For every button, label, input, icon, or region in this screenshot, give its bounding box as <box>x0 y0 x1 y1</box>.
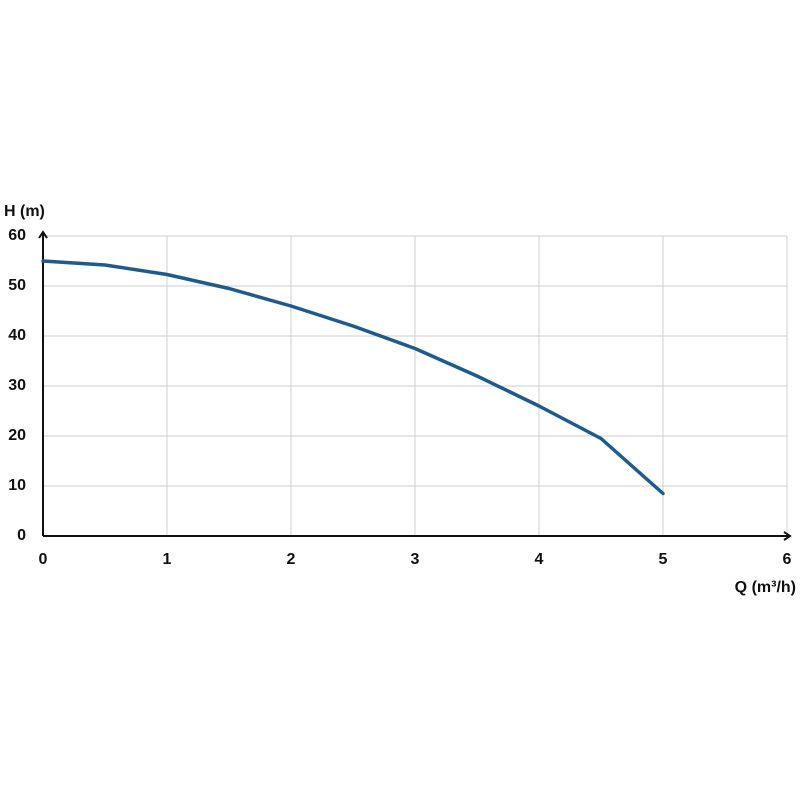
x-tick-label: 1 <box>163 551 172 568</box>
curve <box>41 259 665 496</box>
x-tick-label: 4 <box>535 551 544 568</box>
y-tick-label: 50 <box>8 277 26 294</box>
y-tick-label: 0 <box>17 527 26 544</box>
y-tick-label: 60 <box>8 227 26 244</box>
y-tick-label: 20 <box>8 427 26 444</box>
x-tick-label: 5 <box>659 551 668 568</box>
x-axis-label: Q (m³/h) <box>735 579 796 596</box>
y-axis-label: H (m) <box>4 203 45 220</box>
x-tick-label: 2 <box>287 551 296 568</box>
grid <box>43 235 788 536</box>
x-tick-label: 3 <box>411 551 420 568</box>
y-tick-label: 10 <box>8 477 26 494</box>
x-tick-label: 6 <box>783 551 792 568</box>
y-tick-label: 40 <box>8 327 26 344</box>
y-tick-label: 30 <box>8 377 26 394</box>
x-tick-label: 0 <box>39 551 48 568</box>
